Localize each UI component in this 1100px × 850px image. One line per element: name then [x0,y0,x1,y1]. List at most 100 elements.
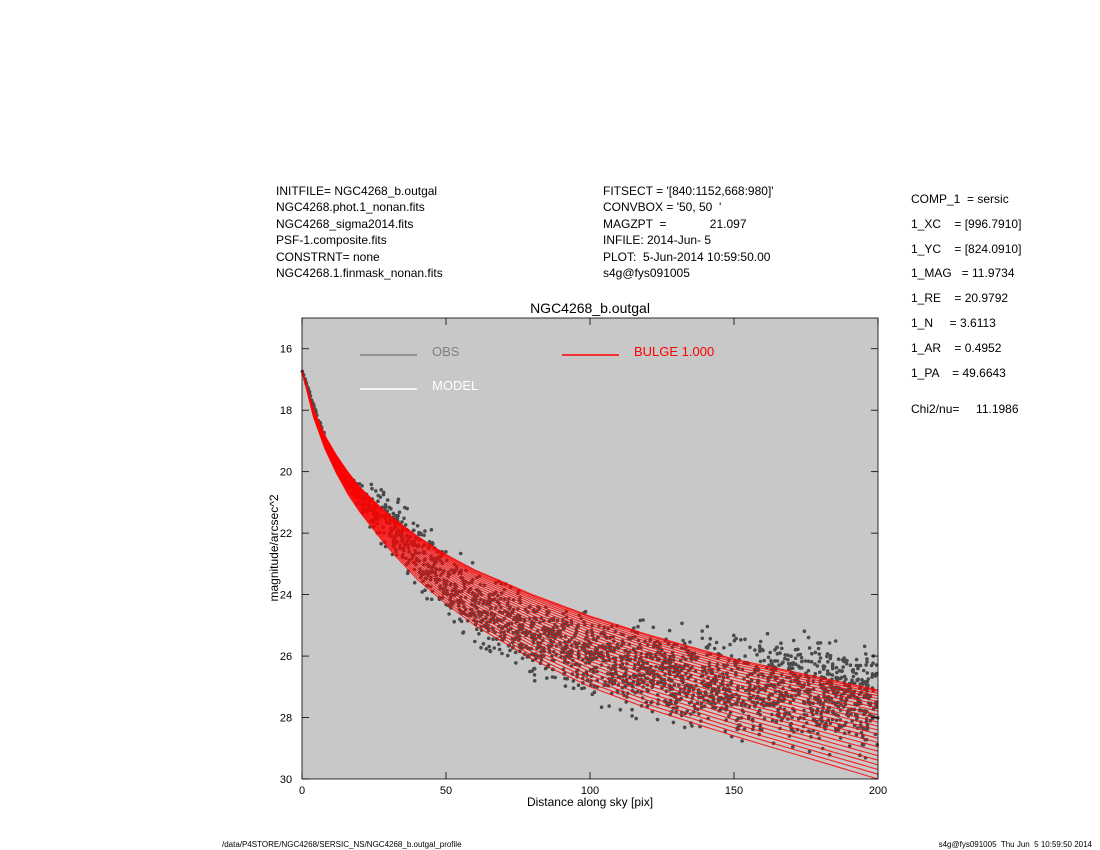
obs-point [576,683,581,687]
obs-point [775,645,779,650]
obs-point [854,663,859,668]
obs-point [401,546,406,550]
obs-point [444,550,448,554]
obs-point [840,669,844,673]
obs-point [688,640,692,644]
obs-point [865,660,869,664]
obs-point [723,729,728,734]
obs-point [360,484,364,488]
obs-point [396,497,401,502]
x-tick-label: 0 [299,785,305,797]
obs-point [634,716,638,721]
header-line: INFILE: 2014-Jun- 5 [603,233,712,248]
obs-point [870,672,875,676]
obs-point [732,633,736,638]
obs-point [770,663,775,668]
obs-point [607,704,611,708]
param-line: 1_YC = [824.0910] [911,241,1022,256]
obs-point [497,647,502,652]
obs-point [796,653,800,657]
y-tick-label: 22 [280,528,292,540]
obs-point [479,645,483,650]
obs-point [381,490,386,495]
obs-point [780,646,784,651]
obs-point [790,662,794,667]
obs-point [856,666,860,671]
obs-point [817,723,822,727]
chart-title: NGC4268_b.outgal [530,300,650,316]
obs-point [755,653,759,657]
obs-point [815,664,820,668]
obs-point [813,650,818,655]
y-tick-label: 30 [280,774,292,786]
param-line: 1_XC = [996.7910] [911,216,1022,231]
obs-point [791,638,796,643]
bulge-curve [301,370,879,723]
bulge-curve [301,370,879,719]
x-tick-label: 200 [869,785,887,797]
obs-point [813,662,817,666]
obs-point [828,653,833,658]
obs-point [743,637,747,642]
obs-point [854,671,858,676]
x-tick-label: 50 [440,785,452,797]
obs-point [641,618,645,622]
obs-point [422,533,426,537]
obs-point [636,624,640,629]
obs-point [571,686,576,690]
x-axis-label: Distance along sky [pix] [527,795,653,809]
obs-point [475,627,479,631]
y-tick-label: 16 [280,344,292,356]
bulge-curve [301,370,879,697]
obs-point [807,749,812,754]
obs-point [452,619,457,624]
obs-point [826,660,830,664]
obs-point [520,656,525,661]
obs-point [632,626,636,630]
obs-point [825,652,830,656]
obs-point [708,636,713,641]
obs-point [500,651,504,656]
obs-point [783,653,787,657]
bulge-curve [301,370,879,694]
axis-ticks: 0 50 100 150 200 16 18 20 22 24 26 28 30 [280,318,887,797]
obs-point [821,664,826,668]
obs-point [836,657,841,661]
param-line: 1_MAG = 11.9734 [911,266,1015,281]
bulge-curve [301,370,879,706]
obs-point [835,670,839,675]
obs-point [864,663,868,667]
obs-point [473,639,477,644]
obs-point [722,646,726,650]
obs-point [481,642,486,646]
bulge-curve [301,370,879,761]
obs-point [497,642,501,647]
obs-point [470,561,475,565]
obs-point [403,523,408,527]
obs-point [592,690,597,694]
obs-point [803,659,808,663]
obs-point [700,636,705,641]
x-tick-label: 100 [581,785,599,797]
obs-point [861,668,866,673]
obs-point [630,714,634,718]
obs-point [729,654,734,658]
obs-point [793,656,798,661]
obs-point [866,677,871,681]
obs-point [821,667,826,671]
obs-point [630,707,634,712]
obs-point [851,670,855,674]
obs-point [417,530,421,535]
obs-point [854,657,859,662]
obs-point [394,513,398,518]
obs-point [857,663,861,668]
obs-point [618,707,623,712]
obs-point [865,671,870,675]
obs-point [484,647,489,651]
header-line: FITSECT = '[840:1152,668:980]' [603,184,774,198]
param-line: COMP_1 = sersic [911,192,1009,206]
obs-point [406,543,411,547]
bulge-curve [301,370,879,700]
obs-point [774,719,779,724]
bulge-curve [301,370,879,727]
